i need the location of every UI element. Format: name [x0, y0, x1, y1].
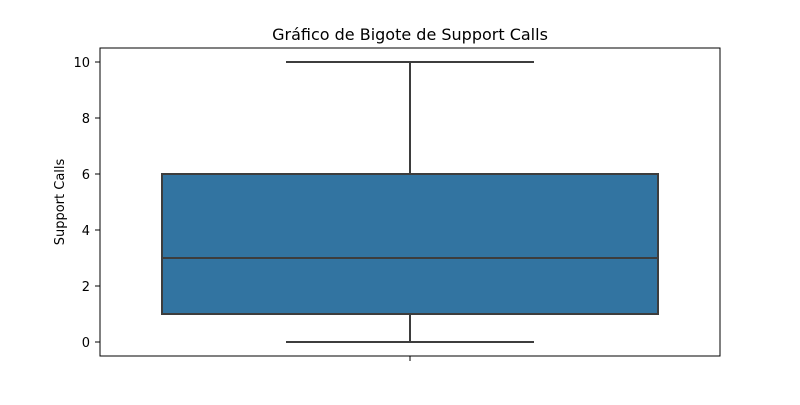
- y-tick-label: 2: [82, 280, 90, 295]
- y-tick-label: 4: [82, 224, 90, 239]
- y-tick-label: 6: [82, 168, 90, 183]
- chart-title: Gráfico de Bigote de Support Calls: [272, 25, 548, 44]
- iqr-box: [161, 173, 659, 315]
- y-tick-label: 8: [82, 112, 90, 127]
- y-tick-label: 10: [73, 56, 90, 71]
- y-tick-label: 0: [82, 336, 90, 351]
- y-axis-label: Support Calls: [53, 158, 68, 245]
- plot-area: 0 2 4 6 8 10: [73, 47, 721, 361]
